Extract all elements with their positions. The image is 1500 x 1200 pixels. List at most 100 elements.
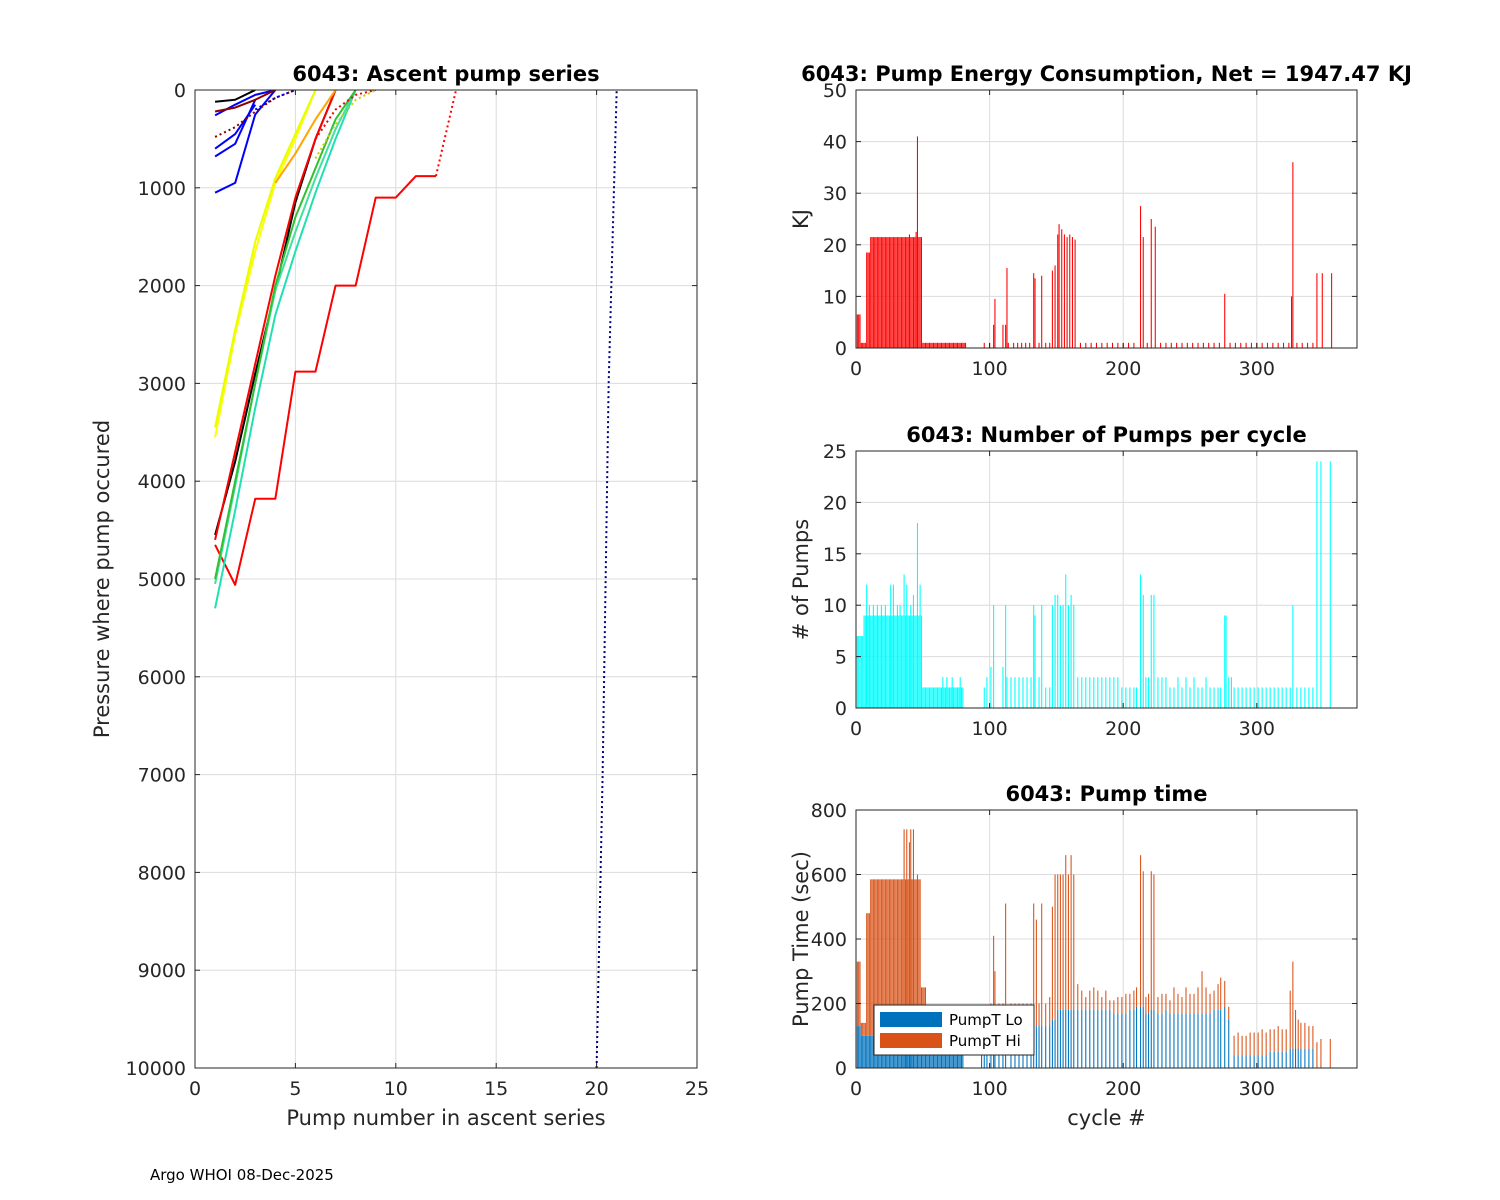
x-tick-label: 100 [971,358,1007,380]
bar [927,687,929,708]
y-tick-label: 0 [835,698,847,720]
bar [1117,677,1119,708]
bar-lo [1217,1009,1219,1068]
bar [955,687,957,708]
bar [915,615,917,708]
bar [868,605,870,708]
bar-hi [912,829,914,1036]
bar [1077,677,1079,708]
bar-lo [1145,1013,1147,1068]
bar-hi [1304,1022,1306,1049]
bar [958,687,960,708]
bar [939,687,941,708]
bar [954,687,956,708]
bar [922,342,924,348]
bar-lo [1269,1051,1271,1068]
x-tick-label: 5 [289,1078,301,1100]
bar [1213,342,1215,348]
bar [946,342,948,348]
bar-lo [1312,1048,1314,1068]
bar-lo [1241,1055,1243,1068]
bar [908,615,910,708]
chart-pumps: 0 100 200 300 0 5 10 15 20 25 6043: Number of Pump… [789,423,1358,740]
bar-hi [1181,997,1183,1014]
bar [1197,687,1199,708]
bar-lo [1070,1009,1072,1068]
bar [1148,677,1150,708]
bar [1229,342,1231,348]
bar-lo [1077,1009,1079,1068]
bar-lo [1220,1009,1222,1068]
bar-hi [1228,1006,1230,1020]
bar [895,237,897,348]
bar [951,677,953,708]
bar [1218,342,1220,348]
bar [938,342,940,348]
bar [1129,687,1131,708]
bar [1220,687,1222,708]
bar [1105,677,1107,708]
bar-hi [1129,993,1131,1010]
bar-lo [1136,1006,1138,1068]
x-tick-label: 100 [971,1078,1007,1100]
bar [1051,270,1053,348]
bar-lo [1249,1055,1251,1068]
bar [1308,687,1310,708]
bar-hi [1261,1029,1263,1056]
bar [1261,342,1263,348]
bar-lo [1273,1051,1275,1068]
bar [902,237,904,348]
bar-hi [1241,1035,1243,1056]
bar [930,687,932,708]
bar [1150,219,1152,348]
bar [879,615,881,708]
bar [1277,687,1279,708]
bar [1296,687,1298,708]
bar [906,584,908,708]
bar [864,342,866,348]
bar [962,687,964,708]
bar [863,342,865,348]
bar-hi [859,961,861,1027]
bar-hi [1237,1032,1239,1056]
bar [1113,677,1115,708]
bar [1292,162,1294,348]
bar [903,237,905,348]
bar [896,237,898,348]
y-tick-label: 5 [835,647,847,669]
bar-hi [903,829,905,1036]
bar-lo [1181,1013,1183,1068]
bar [950,342,952,348]
bar [1006,677,1008,708]
bar-hi [1085,997,1087,1010]
bar [952,687,955,708]
bar [1205,677,1207,708]
bar [1095,342,1098,348]
bar-lo [1035,1026,1037,1068]
bar-hi [890,879,892,1036]
bar [859,636,861,708]
bar [1261,687,1263,708]
bar [1296,342,1298,348]
bar [994,298,996,348]
y-tick-label: 30 [823,183,847,205]
bar [1300,687,1302,708]
x-tick-label: 100 [971,718,1007,740]
bar-lo [1129,1009,1131,1068]
bar [932,342,935,348]
bar [1329,461,1331,708]
bar [983,342,985,348]
bar [1165,342,1167,348]
bar [1224,293,1226,348]
ticks [194,89,698,1069]
bar [943,687,945,708]
bar-hi [875,879,877,1036]
bar [1026,677,1028,708]
bar [1213,687,1215,708]
bar-lo [1142,1006,1144,1068]
bar [884,605,886,708]
y-axis-label: Pressure where pump occured [90,420,114,738]
bar [1307,342,1309,348]
bar-hi [862,1022,864,1036]
bar-hi [1285,1029,1287,1052]
